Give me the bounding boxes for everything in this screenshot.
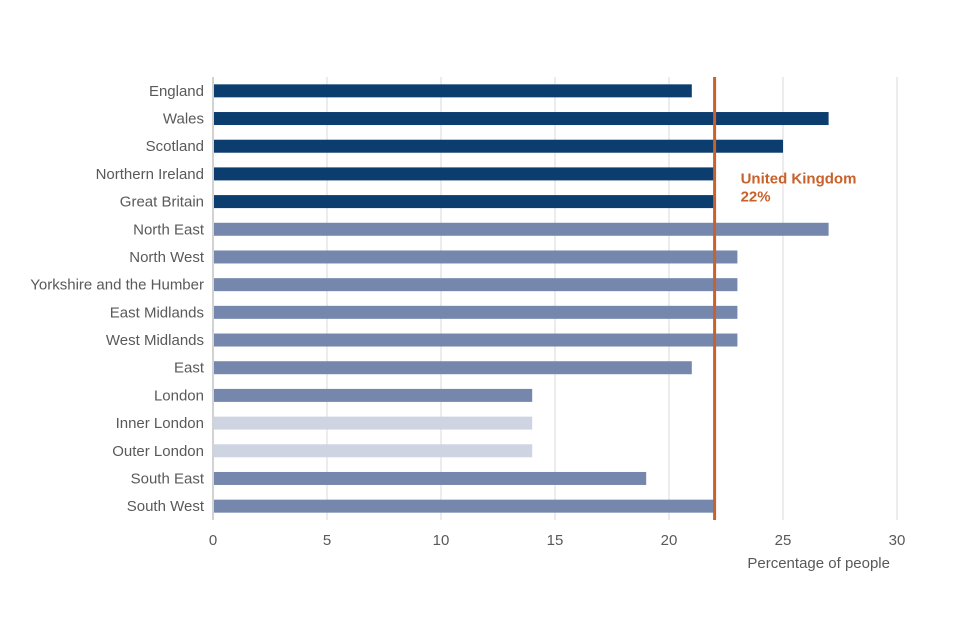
x-tick-label: 10 <box>433 532 450 549</box>
category-label: Northern Ireland <box>96 166 204 183</box>
reference-line-label: United Kingdom 22% <box>741 171 861 206</box>
bar <box>214 167 715 181</box>
category-label: South East <box>131 470 205 487</box>
bar <box>214 444 533 458</box>
category-label: Scotland <box>146 138 204 155</box>
x-tick-labels: 0 5 10 15 20 25 30 <box>209 532 906 549</box>
category-label: Great Britain <box>120 194 204 211</box>
x-tick-label: 0 <box>209 532 217 549</box>
bar <box>214 361 692 375</box>
category-label: Yorkshire and the Humber <box>30 277 204 294</box>
bars <box>214 84 829 513</box>
bar <box>214 305 738 319</box>
category-label: North West <box>129 249 205 266</box>
x-tick-label: 30 <box>889 532 906 549</box>
bar <box>214 333 738 347</box>
bar <box>214 84 692 98</box>
bar <box>214 278 738 292</box>
category-label: West Midlands <box>106 332 204 349</box>
category-label: Inner London <box>116 415 204 432</box>
bar <box>214 139 783 153</box>
bar <box>214 388 533 402</box>
x-axis-title: Percentage of people <box>747 555 890 572</box>
x-tick-label: 20 <box>661 532 678 549</box>
reference-line-value: 22% <box>741 189 771 206</box>
bar <box>214 222 829 236</box>
category-label: Wales <box>163 111 204 128</box>
category-labels: England Wales Scotland Northern Ireland Grea… <box>30 83 205 515</box>
bar <box>214 416 533 430</box>
x-tick-label: 15 <box>547 532 564 549</box>
x-tick-label: 5 <box>323 532 331 549</box>
bar <box>214 250 738 264</box>
bar <box>214 195 715 209</box>
category-label: South West <box>127 498 205 515</box>
bar <box>214 499 715 513</box>
bar <box>214 471 647 485</box>
reference-line-name: United Kingdom <box>741 171 857 188</box>
category-label: Outer London <box>112 443 204 460</box>
category-label: East Midlands <box>110 304 204 321</box>
category-label: East <box>174 360 205 377</box>
bar <box>214 112 829 126</box>
x-tick-label: 25 <box>775 532 792 549</box>
category-label: North East <box>133 221 205 238</box>
category-label: England <box>149 83 204 100</box>
category-label: London <box>154 387 204 404</box>
